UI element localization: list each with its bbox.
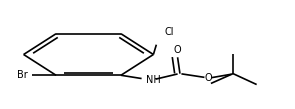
Text: Br: Br (17, 70, 28, 80)
Text: O: O (204, 73, 212, 83)
Text: O: O (174, 45, 181, 55)
Text: Cl: Cl (165, 27, 174, 37)
Text: NH: NH (146, 75, 161, 85)
